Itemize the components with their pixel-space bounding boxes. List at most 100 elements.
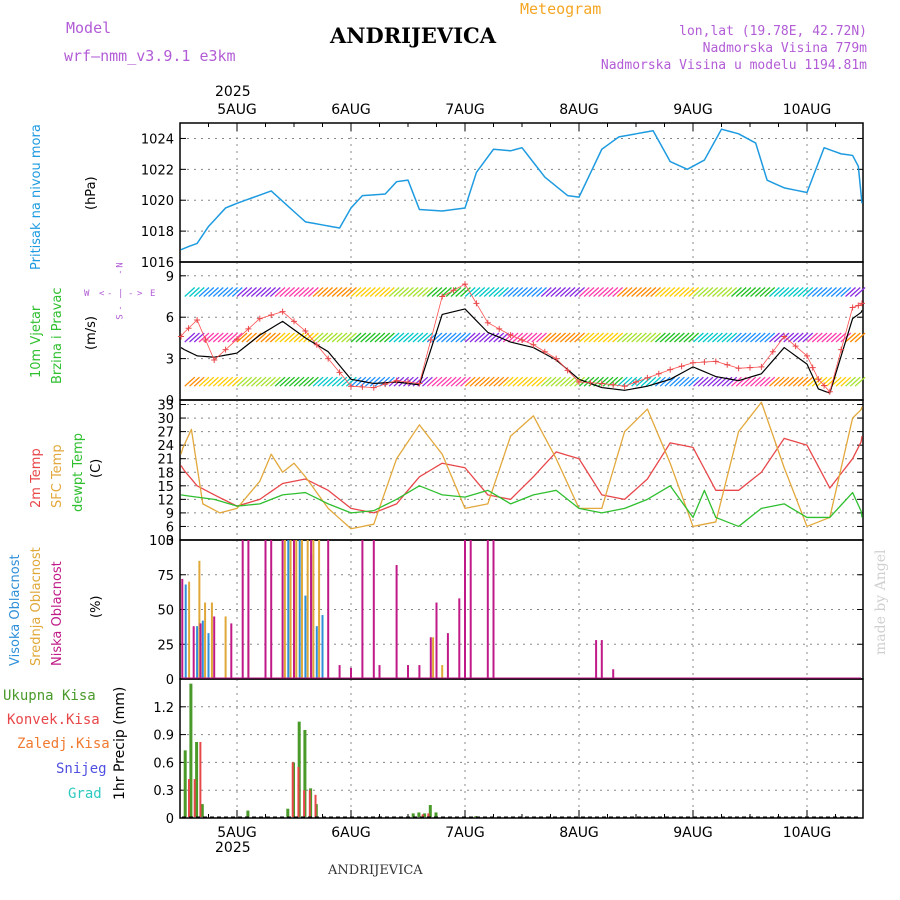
y-tick-label: 18 — [157, 466, 174, 481]
wind-barb — [835, 287, 847, 297]
wind-barb — [407, 376, 419, 387]
wind-barb — [526, 332, 538, 343]
wind-barb — [574, 287, 586, 297]
wind-barb — [612, 332, 624, 343]
wind-barb — [445, 376, 457, 387]
wind-barb — [740, 287, 752, 297]
wind-barb — [355, 287, 367, 297]
cloud-low-bar — [199, 623, 202, 678]
wind-barb — [669, 287, 681, 297]
wind-barb — [212, 376, 224, 387]
wind-gust-marker — [804, 352, 810, 359]
wind-gust-marker — [496, 325, 503, 332]
wind-barb — [441, 376, 452, 387]
wind-gust-marker — [234, 336, 240, 343]
wind-barb — [797, 287, 809, 297]
wind-barb — [279, 332, 291, 343]
wind-barb — [816, 332, 828, 343]
wind-barb — [184, 287, 196, 297]
cloud-low-bar — [264, 540, 267, 678]
cloud-low-bar — [492, 540, 495, 678]
wind-barb — [626, 332, 638, 343]
wind-barb — [764, 332, 776, 343]
cloud-low-bar — [395, 565, 398, 678]
cloud-mid-bar — [441, 665, 444, 678]
wind-barb — [502, 287, 514, 297]
cloud-low-bar — [350, 667, 352, 678]
wind-barb — [650, 287, 662, 297]
rose-center: | — [118, 289, 124, 299]
wind-barb — [726, 376, 738, 387]
wind-barb — [412, 332, 424, 343]
wind-gust-marker — [348, 383, 354, 390]
wind-barb — [312, 287, 324, 297]
wind-barb — [602, 332, 614, 343]
wind-barb — [555, 287, 566, 297]
wind-barb — [697, 287, 709, 297]
precip-total-bar — [411, 813, 415, 817]
wind-barb — [265, 287, 277, 297]
wind-gust-marker — [519, 336, 525, 343]
wind-barb — [645, 376, 657, 387]
wind-gust-marker — [564, 367, 571, 374]
wind-barb — [593, 332, 605, 343]
cloud-low-bar — [213, 616, 216, 678]
wind-barb — [673, 332, 685, 343]
wind-barb — [621, 376, 633, 387]
cloud-mid-bar — [198, 560, 201, 678]
wind-barb — [241, 376, 253, 387]
wind-barb — [193, 332, 205, 343]
wind-barb — [250, 287, 262, 297]
wind-barb — [398, 287, 410, 297]
wind-barb — [750, 376, 761, 387]
wind-barb — [393, 287, 405, 297]
cloud-mid-bar — [289, 540, 292, 678]
wind-gust-marker — [587, 379, 594, 386]
wind-barb — [298, 287, 310, 297]
wind-barb — [526, 287, 538, 297]
y-tick-label: 3 — [166, 353, 174, 368]
wind-gust-marker — [256, 315, 263, 322]
wind-barb — [526, 376, 538, 387]
wind-gust-marker — [473, 300, 480, 307]
wind-speed-line — [180, 308, 863, 394]
wind-barb — [208, 376, 219, 387]
precip-conv-bar — [199, 742, 202, 817]
wind-barb — [792, 332, 804, 343]
date-label-bottom: 9AUG — [673, 825, 713, 841]
wind-barb — [412, 287, 424, 297]
dewpoint-line — [180, 485, 863, 528]
wind-barb — [754, 332, 766, 343]
wind-gust-marker — [815, 376, 822, 383]
wind-barb — [407, 332, 419, 343]
wind-barb — [640, 376, 652, 387]
cloud-low-bar — [595, 640, 598, 678]
wind-barb — [507, 376, 519, 387]
y-tick-label: 1016 — [141, 256, 174, 271]
cloud-low-bar — [464, 540, 466, 678]
wind-barb — [540, 332, 552, 343]
wind-barb — [241, 332, 253, 343]
wind-barb — [464, 376, 476, 387]
wind-barb — [222, 332, 234, 343]
wind-barb — [493, 287, 505, 297]
wind-barb — [788, 287, 799, 297]
wind-barb — [621, 287, 633, 297]
wind-barb — [483, 287, 495, 297]
wind-barb — [398, 332, 410, 343]
wind-gust-marker — [758, 363, 765, 370]
wind-barb — [426, 287, 438, 297]
wind-barb — [502, 332, 514, 343]
cloud-high-bar — [304, 595, 307, 678]
rose-e: E — [150, 289, 156, 299]
wind-barb — [402, 287, 414, 297]
wind-barb — [388, 332, 400, 343]
wind-barb — [436, 376, 448, 387]
wind-barb — [659, 376, 671, 387]
wind-barb — [849, 376, 861, 387]
wind-gust-marker — [809, 364, 816, 371]
wind-barb — [422, 332, 433, 343]
wind-barb — [474, 287, 486, 297]
cloud-low-bar — [247, 540, 250, 678]
wind-barb — [341, 332, 353, 343]
